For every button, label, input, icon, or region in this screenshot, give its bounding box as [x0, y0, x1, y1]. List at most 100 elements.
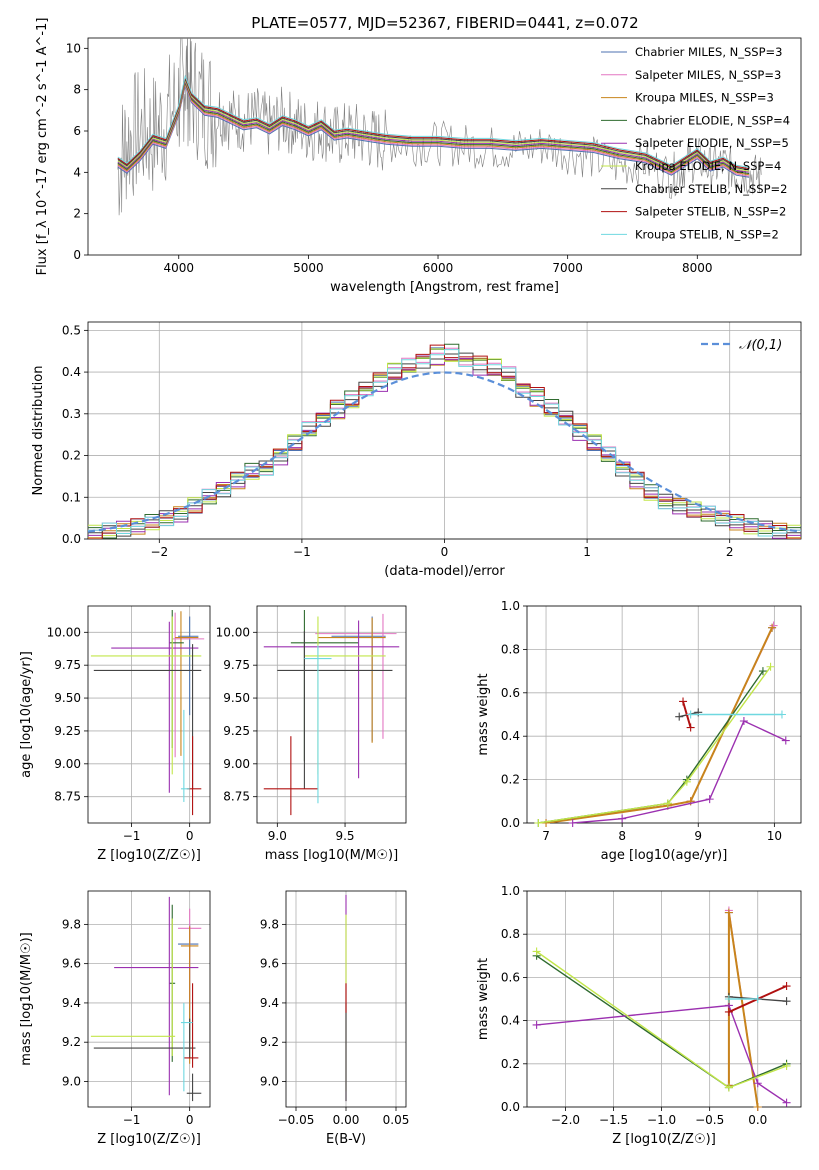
y-axis-label: mass weight	[476, 958, 491, 1040]
x-tick-label: 8000	[682, 261, 713, 275]
x-tick-label: −1	[123, 829, 141, 843]
plus-marker	[542, 819, 551, 827]
y-tick-label: 9.75	[54, 658, 81, 672]
y-tick-label: 0.2	[62, 449, 81, 463]
error-bar	[183, 983, 199, 1068]
plus-marker	[753, 1079, 762, 1088]
mass-weight-line	[538, 627, 773, 823]
error-bar	[263, 620, 400, 779]
legend-label: Salpeter MILES, N_SSP=3	[635, 68, 781, 82]
error-bar	[315, 613, 397, 739]
mass-vs-extinction-panel: −0.05 0.00 0.05 9.0 9.2 9.4 9.6 9.8 E(B-V)	[260, 890, 409, 1147]
error-bar	[277, 630, 393, 789]
y-tick-label: 0.1	[62, 490, 81, 504]
error-bar	[93, 1018, 196, 1058]
x-tick-label: 7	[542, 829, 550, 843]
mass-weight-line	[545, 625, 775, 823]
plus-marker	[753, 995, 762, 1003]
mass-weight-line	[538, 666, 772, 823]
y-tick-label: 0.2	[501, 773, 520, 787]
plus-marker	[753, 1103, 762, 1111]
x-tick-label: 7000	[552, 261, 583, 275]
y-tick-label: 9.50	[54, 691, 81, 705]
y-tick-label: 8.75	[223, 790, 250, 804]
y-axis-label: mass [log10(M/M☉)]	[19, 932, 34, 1065]
error-bar	[180, 709, 190, 802]
y-tick-label: 0.4	[62, 365, 81, 379]
legend-label: Kroupa ELODIE, N_SSP=4	[635, 159, 781, 173]
x-tick-label: −1	[293, 545, 311, 559]
error-bar	[90, 616, 202, 775]
y-tick-label: 4	[73, 165, 81, 179]
plus-marker	[679, 697, 688, 706]
y-tick-label: 8.75	[54, 790, 81, 804]
plus-marker	[781, 736, 790, 745]
error-bar	[178, 924, 199, 1043]
x-tick-label: 0	[441, 545, 449, 559]
plus-marker	[663, 799, 672, 808]
plus-marker	[782, 982, 791, 991]
x-tick-label: −1	[123, 1113, 141, 1127]
age-vs-mass-panel: 9.0 9.5 8.75 9.00 9.25 9.50 9.75 10.00 mass [log…	[216, 605, 407, 863]
y-axis-label: Flux [f_λ 10^-17 erg cm^-2 s^-1 A^-1]	[35, 18, 50, 276]
plus-marker	[724, 995, 733, 1003]
plus-marker	[777, 710, 786, 719]
x-tick-label: 6000	[423, 261, 454, 275]
axes-frame	[526, 890, 802, 1108]
error-bar	[93, 644, 202, 789]
y-axis-label: mass weight	[476, 673, 491, 755]
y-tick-label: 10	[66, 41, 81, 55]
y-tick-label: 0.5	[62, 323, 81, 337]
y-tick-label: 9.6	[260, 957, 279, 971]
x-axis-label: E(B-V)	[326, 1132, 366, 1147]
mass-vs-metallicity-panel: −1 0 9.0 9.2 9.4 9.6 9.8 Z [log10(Z/Z☉)] mass [l…	[19, 890, 211, 1147]
plus-marker	[768, 623, 777, 632]
plus-marker	[739, 717, 748, 726]
y-tick-label: 9.25	[54, 724, 81, 738]
y-tick-label: 10.00	[216, 625, 250, 639]
y-tick-label: 1.0	[501, 884, 520, 898]
mass-weight-vs-age-panel: 7 8 9 10 0.0 0.2 0.4 0.6 0.8 1.0 age [log10(age/yr…	[476, 599, 802, 863]
x-tick-label: −1.5	[599, 1113, 628, 1127]
plus-marker	[532, 947, 541, 956]
y-tick-label: 1.0	[501, 599, 520, 613]
x-tick-label: 0.0	[748, 1113, 767, 1127]
error-bar	[180, 1002, 193, 1092]
plus-marker	[782, 1098, 791, 1107]
x-tick-label: −0.5	[695, 1113, 724, 1127]
x-tick-label: 0.00	[333, 1113, 360, 1127]
x-tick-label: −1.0	[647, 1113, 676, 1127]
y-axis-label: Normed distribution	[31, 366, 46, 496]
mass-weight-line	[538, 670, 764, 823]
error-bar	[186, 1073, 202, 1102]
x-tick-label: 10	[767, 829, 782, 843]
x-tick-label: 0	[186, 829, 194, 843]
mass-weight-line	[545, 627, 774, 823]
x-tick-label: 5000	[293, 261, 324, 275]
mass-weight-line	[536, 1004, 787, 1104]
plus-marker	[758, 667, 767, 676]
mass-weight-vs-metallicity-panel: −2.0 −1.5 −1.0 −0.5 0.0 0.0 0.2 0.4 0.6 0.8 1.0 Z […	[476, 884, 802, 1147]
error-bar	[90, 918, 176, 1056]
x-axis-label: age [log10(age/yr)]	[601, 848, 728, 863]
axes-frame	[87, 890, 211, 1108]
x-tick-label: 1	[583, 545, 591, 559]
plus-marker	[534, 819, 543, 827]
y-tick-label: 9.2	[62, 1035, 81, 1049]
legend-label: Chabrier MILES, N_SSP=3	[635, 45, 782, 59]
chart-title: PLATE=0577, MJD=52367, FIBERID=0441, z=0…	[251, 14, 638, 32]
y-tick-label: 9.6	[62, 957, 81, 971]
plus-marker	[682, 777, 691, 786]
plus-marker	[724, 1083, 733, 1092]
x-tick-label: 9.5	[335, 829, 354, 843]
x-axis-label: Z [log10(Z/Z☉)]	[97, 1132, 201, 1147]
error-bar	[186, 736, 202, 816]
y-tick-label: 9.0	[62, 1074, 81, 1088]
legend-label: Chabrier STELIB, N_SSP=2	[635, 182, 787, 196]
legend-label: Salpeter STELIB, N_SSP=2	[635, 205, 786, 219]
histogram-step-line	[88, 349, 801, 537]
plus-marker	[724, 908, 733, 917]
plus-marker	[766, 662, 775, 671]
plus-marker	[532, 1020, 541, 1029]
